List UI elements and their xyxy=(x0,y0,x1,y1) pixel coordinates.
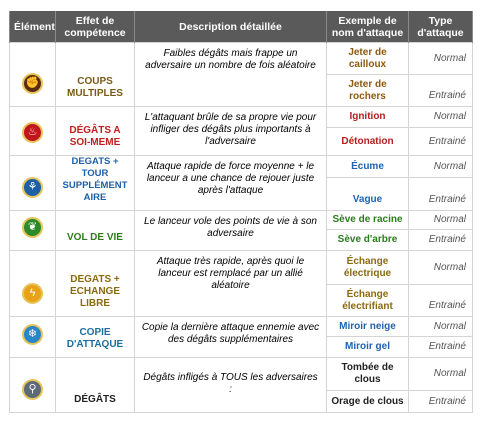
attack-name: Échange électrique xyxy=(326,250,409,285)
attack-name: Détonation xyxy=(326,127,409,156)
attack-name: Jeter de cailloux xyxy=(326,42,409,75)
header-example: Exemple de nom d'attaque xyxy=(326,11,409,43)
table-row: ϟ DEGATS + ECHANGE LIBRE Attaque très ra… xyxy=(9,250,473,317)
attack-type: Normal xyxy=(408,250,473,285)
description-text: Dégâts infligés à TOUS les adversaires : xyxy=(134,357,327,413)
snowflake-icon: ❄ xyxy=(22,324,43,345)
header-element: Élément xyxy=(9,11,56,43)
table-row: Orage de clous Entrainé xyxy=(10,390,473,413)
header-row: Élément Effet de compétence Description … xyxy=(9,11,473,43)
attack-type: Entrainé xyxy=(408,177,473,211)
attack-name: Orage de clous xyxy=(326,390,409,413)
attack-name: Vague xyxy=(326,177,409,211)
element-cell: ϟ xyxy=(9,250,56,317)
description-text: Attaque rapide de force moyenne + le lan… xyxy=(134,155,327,211)
attack-type: Entrainé xyxy=(408,336,473,358)
table-row: Sève d'arbre Entrainé xyxy=(10,229,473,251)
attack-type: Entrainé xyxy=(408,127,473,156)
effect-label: DEGATS + TOUR SUPPLÉMENT AIRE xyxy=(55,155,135,211)
description-text: Faibles dégâts mais frappe un adversaire… xyxy=(134,42,327,107)
attack-type: Normal xyxy=(408,155,473,178)
effect-label: VOL DE VIE xyxy=(55,210,135,251)
lightning-icon: ϟ xyxy=(22,283,43,304)
description-text: Attaque très rapide, après quoi le lance… xyxy=(134,250,327,317)
table-row: Miroir gel Entrainé xyxy=(10,336,473,358)
skills-table-container: Élément Effet de compétence Description … xyxy=(9,11,473,413)
attack-name: Ignition xyxy=(326,106,409,128)
description-text: L'attaquant brûle de sa propre vie pour … xyxy=(134,106,327,156)
element-cell: ✊ xyxy=(9,42,56,107)
attack-type: Entrainé xyxy=(408,390,473,413)
effect-label: DEGATS + ECHANGE LIBRE xyxy=(55,250,135,317)
attack-type: Entrainé xyxy=(408,74,473,107)
table-row: ❦ VOL DE VIE Le lanceur vole des points … xyxy=(9,210,473,251)
attack-name: Jeter de rochers xyxy=(326,74,409,107)
element-cell: ❦ xyxy=(9,210,56,251)
attack-type: Normal xyxy=(408,357,473,391)
header-description: Description détaillée xyxy=(134,11,327,43)
leaf-icon: ❦ xyxy=(22,217,43,238)
description-text: Copie la dernière attaque ennemie avec d… xyxy=(134,316,327,358)
skills-table: Élément Effet de compétence Description … xyxy=(9,11,473,413)
attack-type: Normal xyxy=(408,42,473,75)
extra-turn-icon: ⚘ xyxy=(22,177,43,198)
element-cell: ♨ xyxy=(9,106,56,156)
attack-name: Tombée de clous xyxy=(326,357,409,391)
element-cell: ⚲ xyxy=(9,357,56,413)
table-row: ❄ COPIE D'ATTAQUE Copie la dernière atta… xyxy=(9,316,473,358)
effect-label: COPIE D'ATTAQUE xyxy=(55,316,135,358)
header-effect: Effet de compétence xyxy=(55,11,135,43)
attack-type: Entrainé xyxy=(408,284,473,317)
nail-icon: ⚲ xyxy=(22,379,43,400)
multi-hit-icon: ✊ xyxy=(22,73,43,94)
attack-name: Écume xyxy=(326,155,409,178)
table-row: ⚘ DEGATS + TOUR SUPPLÉMENT AIRE Attaque … xyxy=(9,155,473,211)
attack-name: Miroir neige xyxy=(326,316,409,337)
attack-type: Normal xyxy=(408,210,473,230)
attack-type: Normal xyxy=(408,106,473,128)
attack-name: Échange électrifiant xyxy=(326,284,409,317)
table-row: Jeter de rochers Entrainé xyxy=(10,74,473,107)
effect-label: DÉGÂTS A SOI-MEME xyxy=(55,106,135,156)
attack-name: Miroir gel xyxy=(326,336,409,358)
table-row: ⚲ DÉGÂTS Dégâts infligés à TOUS les adve… xyxy=(9,357,473,413)
effect-label: COUPS MULTIPLES xyxy=(55,42,135,107)
header-type: Type d'attaque xyxy=(408,11,473,43)
attack-name: Sève d'arbre xyxy=(326,229,409,251)
table-row: Détonation Entrainé xyxy=(10,127,473,156)
element-cell: ⚘ xyxy=(9,155,56,211)
attack-type: Normal xyxy=(408,316,473,337)
attack-type: Entrainé xyxy=(408,229,473,251)
element-cell: ❄ xyxy=(9,316,56,358)
attack-name: Sève de racine xyxy=(326,210,409,230)
effect-label: DÉGÂTS xyxy=(55,357,135,413)
description-text: Le lanceur vole des points de vie à son … xyxy=(134,210,327,251)
table-row: ♨ DÉGÂTS A SOI-MEME L'attaquant brûle de… xyxy=(9,106,473,156)
fire-icon: ♨ xyxy=(22,122,43,143)
table-row: ✊ COUPS MULTIPLES Faibles dégâts mais fr… xyxy=(9,42,473,107)
